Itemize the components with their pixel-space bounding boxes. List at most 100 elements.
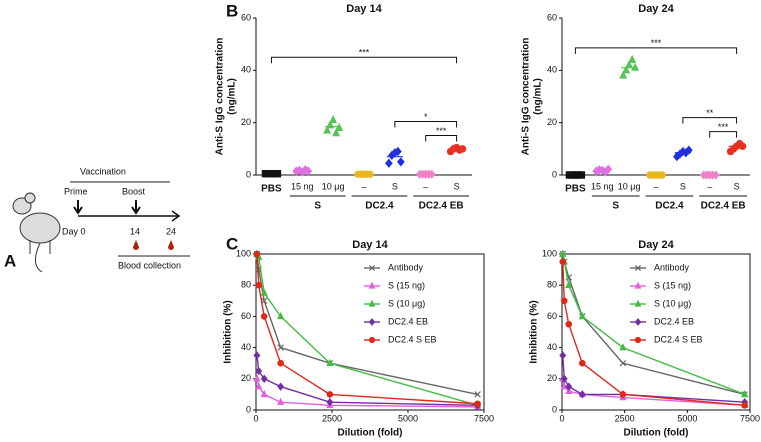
marker: [619, 391, 627, 398]
legend-marker: [368, 318, 376, 326]
group-label: PBS: [261, 184, 282, 195]
marker: [253, 374, 261, 382]
y-tick-label: 0: [552, 404, 557, 414]
legend-label: DC2.4 S EB: [388, 334, 437, 344]
y-tick-label: 60: [547, 12, 557, 22]
x-tick-label: S: [680, 181, 686, 191]
marker: [604, 164, 613, 174]
legend-label: DC2.4 EB: [654, 316, 694, 326]
chart-title: Day 14: [352, 239, 388, 251]
chart-title: Day 24: [638, 3, 674, 15]
marker: [474, 391, 481, 398]
x-tick-label: 5000: [398, 413, 418, 423]
series-line: [562, 261, 745, 407]
marker: [565, 280, 573, 288]
group-label: DC2.4: [655, 201, 684, 212]
significance-bracket: [574, 47, 738, 54]
significance-bracket: [394, 121, 458, 128]
legend-marker: [368, 281, 376, 289]
marker: [559, 351, 567, 360]
y-tick-label: 60: [547, 311, 557, 321]
marker: [631, 62, 640, 71]
marker: [255, 366, 263, 376]
group-label: PBS: [565, 184, 586, 195]
marker: [560, 382, 568, 390]
significance-bracket: [270, 56, 458, 64]
marker: [394, 146, 402, 157]
legend-label: S (10 μg): [654, 298, 691, 308]
marker: [255, 382, 263, 390]
marker: [619, 70, 628, 79]
marker: [332, 128, 341, 137]
marker: [559, 249, 567, 257]
y-axis-label: (ng/mL): [533, 78, 544, 115]
group-label: S: [612, 201, 619, 212]
significance-label: ***: [359, 48, 370, 58]
marker: [253, 351, 261, 360]
timeline: [78, 210, 181, 222]
x-tick-label: 2500: [322, 413, 342, 423]
chart-title: Day 14: [346, 3, 382, 15]
y-tick-label: 40: [547, 342, 557, 352]
panel-label: A: [4, 251, 16, 270]
marker: [741, 402, 749, 409]
panel-label: B: [226, 1, 238, 20]
x-tick-label: 15 ng: [291, 181, 314, 191]
group-label: S: [314, 201, 321, 212]
marker: [260, 374, 268, 383]
significance-bracket: [682, 117, 738, 124]
marker: [474, 400, 481, 408]
label: Prime: [64, 186, 88, 196]
arrows: [73, 200, 141, 215]
series-line: [256, 253, 478, 406]
marker: [578, 390, 586, 399]
y-axis-label: (ng/mL): [227, 78, 238, 115]
marker: [622, 65, 631, 74]
label: 14: [130, 226, 140, 236]
legend-marker: [368, 299, 376, 307]
series-line: [562, 378, 745, 407]
marker: [323, 125, 332, 134]
blood-drops: [133, 240, 174, 250]
y-tick-label: 0: [246, 404, 251, 414]
legend-label: DC2.4 S EB: [654, 334, 703, 344]
legend-marker: [634, 336, 642, 344]
panel-a: A Vaccination Prime Boost Day 0 14 24 Bl…: [4, 166, 190, 273]
plot-frame: [255, 253, 485, 411]
legend-marker: [634, 281, 642, 289]
significance-label: ***: [436, 126, 447, 136]
x-tick-label: 2500: [615, 413, 635, 423]
marker: [741, 389, 749, 398]
y-tick-label: 20: [241, 373, 251, 383]
legend-marker: [634, 299, 642, 307]
marker: [579, 359, 586, 367]
label: Boost: [122, 186, 146, 196]
marker: [253, 250, 261, 258]
marker: [326, 391, 334, 398]
marker: [560, 374, 568, 383]
x-tick-label: 7500: [740, 413, 760, 423]
x-tick-label: –: [653, 181, 658, 191]
group-label: DC2.4 EB: [701, 201, 746, 212]
marker: [685, 145, 693, 155]
legend-marker: [634, 264, 642, 272]
x-axis-label: Dilution (fold): [338, 428, 403, 439]
y-axis-label: Anti-S IgG concentration: [215, 38, 226, 156]
label: Blood collection: [118, 260, 181, 270]
legend-marker: [368, 264, 376, 272]
legend-label: S (15 ng): [388, 280, 425, 290]
group-label: DC2.4 EB: [419, 201, 464, 212]
marker: [329, 115, 338, 124]
x-tick-label: –: [423, 181, 428, 191]
marker: [335, 122, 344, 131]
marker: [260, 389, 268, 398]
x-tick-label: S: [734, 181, 740, 191]
marker: [277, 359, 284, 367]
y-tick-label: 40: [547, 65, 557, 75]
marker: [560, 297, 568, 305]
y-tick-label: 20: [547, 373, 557, 383]
y-tick-label: 100: [542, 248, 557, 258]
significance-label: *: [424, 112, 428, 122]
series-line: [256, 355, 478, 407]
x-tick-label: 0: [253, 413, 258, 423]
